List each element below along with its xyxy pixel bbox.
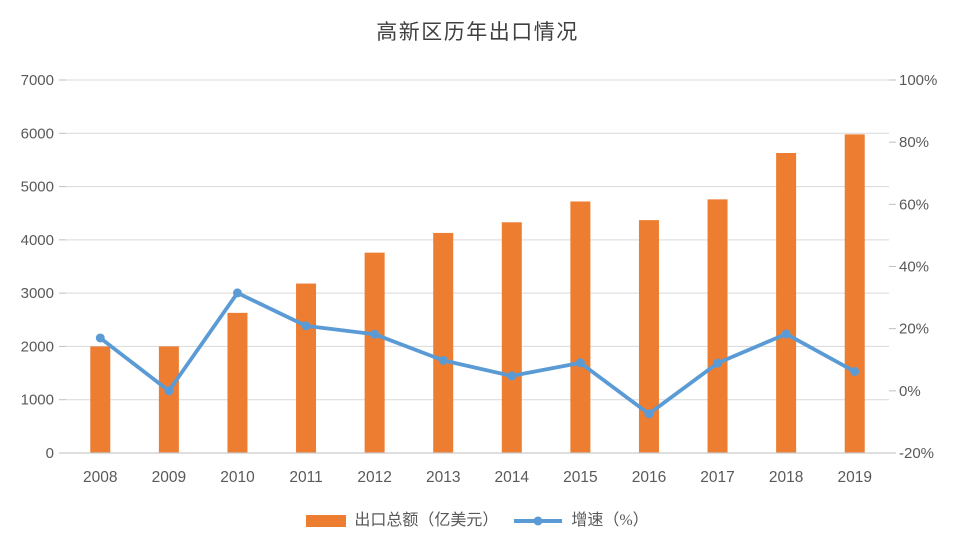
right-axis-label: 60% <box>899 196 929 213</box>
right-axis-label: 40% <box>899 259 929 276</box>
legend-bar-label: 出口总额（亿美元） <box>354 512 499 529</box>
bar-2012 <box>364 252 385 453</box>
legend-bar-swatch-icon <box>306 515 347 527</box>
chart-plot-area: 0 1000 2000 3000 4000 5000 6000 7000 -20% 0% 20% 40… <box>21 72 938 486</box>
line-marker-2019 <box>850 367 860 377</box>
left-axis-label: 0 <box>46 445 54 462</box>
bar-2015 <box>570 201 591 453</box>
bar-2009 <box>158 346 179 453</box>
x-axis-label: 2014 <box>495 469 530 486</box>
x-axis-label: 2010 <box>220 469 255 486</box>
legend-line-label: 增速（%） <box>571 512 649 529</box>
growth-line <box>98 291 857 416</box>
x-axis-label: 2013 <box>426 469 460 486</box>
bar-2016 <box>638 220 659 453</box>
right-axis-label: 20% <box>899 321 929 338</box>
right-axis-label: 0% <box>899 383 921 400</box>
bar-2008 <box>90 346 111 453</box>
legend-line-swatch-icon <box>514 516 563 526</box>
line-marker-2013 <box>438 355 448 365</box>
x-axis-label: 2009 <box>152 469 186 486</box>
line-marker-2011 <box>301 321 311 331</box>
x-axis-label: 2015 <box>563 469 597 486</box>
right-axis-label: -20% <box>899 445 934 462</box>
bar-2014 <box>501 222 522 453</box>
right-axis-label: 80% <box>899 134 929 151</box>
x-axis-label: 2019 <box>837 469 871 486</box>
bar-2018 <box>776 153 797 453</box>
bar-2010 <box>227 312 248 453</box>
line-marker-2008 <box>95 333 105 343</box>
chart-title: 高新区历年出口情况 <box>376 20 579 44</box>
left-axis-label: 5000 <box>21 179 54 196</box>
bar-2019 <box>844 134 865 453</box>
chart-legend: 出口总额（亿美元） 增速（%） <box>0 511 955 531</box>
left-axis-label: 7000 <box>21 72 54 89</box>
bar-2017 <box>707 199 728 453</box>
left-axis-label: 2000 <box>21 338 54 355</box>
x-axis-label: 2012 <box>357 469 391 486</box>
x-axis-label: 2008 <box>83 469 117 486</box>
x-axis-label: 2017 <box>700 469 734 486</box>
line-marker-2015 <box>575 358 585 368</box>
x-axis-label: 2011 <box>289 469 322 486</box>
x-axis-label: 2016 <box>632 469 666 486</box>
x-axis-label: 2018 <box>769 469 803 486</box>
line-marker-2010 <box>232 288 242 298</box>
line-marker-2009 <box>164 386 174 396</box>
left-axis-label: 6000 <box>21 125 54 142</box>
line-marker-2012 <box>370 329 380 339</box>
line-marker-2014 <box>507 371 517 381</box>
left-axis-label: 3000 <box>21 285 54 302</box>
line-marker-2016 <box>644 409 654 419</box>
legend-line-marker-icon <box>533 516 543 526</box>
line-marker-2017 <box>713 358 723 368</box>
line-marker-2018 <box>781 329 791 339</box>
left-axis-label: 1000 <box>21 392 54 409</box>
bar-2013 <box>433 232 454 453</box>
left-axis-label: 4000 <box>21 232 54 249</box>
right-axis-label: 100% <box>899 72 937 89</box>
bar-2011 <box>296 283 317 453</box>
